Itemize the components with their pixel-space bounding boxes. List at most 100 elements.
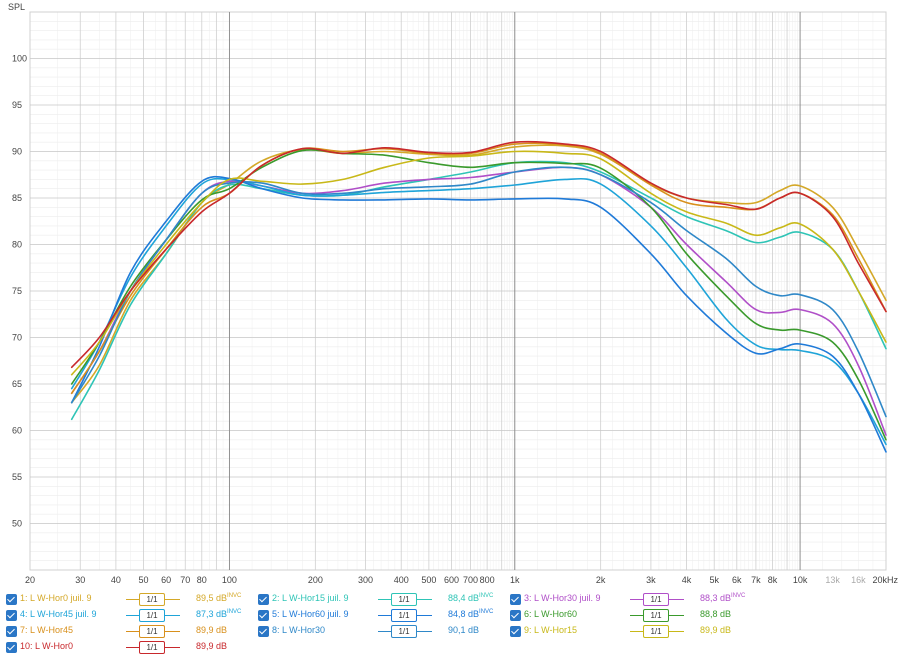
x-tick-label: 80 — [197, 575, 207, 585]
y-axis-label: SPL — [8, 2, 25, 12]
legend-smoothing-label[interactable]: 1/1 — [139, 593, 165, 606]
legend-entry[interactable]: 7: L W-Hor45 1/1 89,9 dB — [6, 624, 256, 640]
series-line-5[interactable] — [70, 175, 887, 453]
legend-entry[interactable]: 10: L W-Hor0 1/1 89,9 dB — [6, 640, 256, 656]
legend-entry[interactable]: 9: L W-Hor15 1/1 89,9 dB — [510, 624, 760, 640]
legend-smoothing-label[interactable]: 1/1 — [643, 625, 669, 638]
legend: 1: L W-Hor0 juil. 9 1/1 89,5 dBINVC 2: L W-… — [0, 590, 900, 654]
legend-smoothing-label[interactable]: 1/1 — [391, 609, 417, 622]
legend-smoothing-label[interactable]: 1/1 — [643, 609, 669, 622]
legend-smoothing-label[interactable]: 1/1 — [139, 625, 165, 638]
legend-level: 88,3 dBINVC — [700, 593, 746, 603]
x-tick-label: 16k — [851, 575, 866, 585]
legend-checkbox[interactable] — [258, 594, 269, 605]
legend-checkbox[interactable] — [258, 626, 269, 637]
series-line-8[interactable] — [70, 166, 887, 418]
legend-smoothing-control[interactable]: 1/1 — [126, 624, 180, 638]
legend-flag: INVC — [731, 593, 746, 599]
x-tick-label: 13k — [825, 575, 840, 585]
legend-level: 89,9 dB — [196, 641, 228, 651]
legend-level: 89,5 dBINVC — [196, 593, 242, 603]
legend-name[interactable]: 7: L W-Hor45 — [20, 625, 74, 635]
x-tick-label: 100 — [222, 575, 237, 585]
legend-smoothing-control[interactable]: 1/1 — [630, 592, 684, 606]
x-tick-label: 10k — [793, 575, 808, 585]
series-line-9[interactable] — [70, 150, 887, 376]
frequency-response-chart[interactable]: 50 55 60 65 70 75 80 85 90 95 100 20 30 40 50 60 70 80 10… — [0, 0, 900, 590]
legend-checkbox[interactable] — [510, 626, 521, 637]
legend-checkbox[interactable] — [510, 610, 521, 621]
legend-name[interactable]: 3: L W-Hor30 juil. 9 — [524, 593, 601, 603]
legend-smoothing-label[interactable]: 1/1 — [139, 641, 165, 654]
y-tick-label: 65 — [12, 379, 22, 389]
legend-entry[interactable]: 8: L W-Hor30 1/1 90,1 dB — [258, 624, 508, 640]
x-tick-label: 70 — [180, 575, 190, 585]
legend-name[interactable]: 10: L W-Hor0 — [20, 641, 74, 651]
y-tick-label: 80 — [12, 240, 22, 250]
legend-entry[interactable]: 6: L W-Hor60 1/1 88,8 dB — [510, 608, 760, 624]
legend-smoothing-control[interactable]: 1/1 — [378, 608, 432, 622]
legend-name[interactable]: 4: L W-Hor45 juil. 9 — [20, 609, 97, 619]
legend-entry[interactable]: 5: L W-Hor60 juil. 9 1/1 84,8 dBINVC — [258, 608, 508, 624]
series-line-10[interactable] — [70, 140, 887, 369]
legend-level: 88,8 dB — [700, 609, 732, 619]
x-tick-label: 2k — [596, 575, 606, 585]
x-tick-label: 700 — [463, 575, 478, 585]
x-tick-label: 8k — [768, 575, 778, 585]
x-tick-label: 60 — [161, 575, 171, 585]
chart-svg[interactable]: 50 55 60 65 70 75 80 85 90 95 100 20 30 40 50 60 70 80 10… — [0, 0, 900, 590]
legend-smoothing-label[interactable]: 1/1 — [643, 593, 669, 606]
legend-name[interactable]: 1: L W-Hor0 juil. 9 — [20, 593, 92, 603]
x-tick-label: 200 — [308, 575, 323, 585]
y-tick-label: 60 — [12, 426, 22, 436]
x-tick-label: 6k — [732, 575, 742, 585]
legend-smoothing-control[interactable]: 1/1 — [126, 608, 180, 622]
legend-entry[interactable]: 1: L W-Hor0 juil. 9 1/1 89,5 dBINVC — [6, 592, 256, 608]
y-tick-label: 75 — [12, 286, 22, 296]
x-tick-label: 7k — [751, 575, 761, 585]
y-tick-label: 55 — [12, 472, 22, 482]
legend-checkbox[interactable] — [6, 610, 17, 621]
series-line-4[interactable] — [70, 177, 887, 446]
x-tick-label: 500 — [421, 575, 436, 585]
legend-entry[interactable]: 3: L W-Hor30 juil. 9 1/1 88,3 dBINVC — [510, 592, 760, 608]
legend-smoothing-control[interactable]: 1/1 — [630, 624, 684, 638]
legend-checkbox[interactable] — [6, 594, 17, 605]
legend-smoothing-control[interactable]: 1/1 — [630, 608, 684, 622]
legend-smoothing-control[interactable]: 1/1 — [126, 640, 180, 654]
legend-flag: INVC — [479, 609, 494, 615]
x-tick-label: 1k — [510, 575, 520, 585]
legend-entry[interactable]: 4: L W-Hor45 juil. 9 1/1 87,3 dBINVC — [6, 608, 256, 624]
x-tick-label: 20 — [25, 575, 35, 585]
legend-flag: INVC — [227, 609, 242, 615]
legend-smoothing-label[interactable]: 1/1 — [391, 593, 417, 606]
legend-smoothing-control[interactable]: 1/1 — [378, 624, 432, 638]
legend-checkbox[interactable] — [510, 594, 521, 605]
legend-flag: INVC — [479, 593, 494, 599]
x-tick-label: 600 — [444, 575, 459, 585]
series-line-6[interactable] — [70, 149, 887, 441]
legend-checkbox[interactable] — [6, 626, 17, 637]
legend-smoothing-label[interactable]: 1/1 — [139, 609, 165, 622]
x-tick-label: 400 — [394, 575, 409, 585]
x-tick-label: 4k — [682, 575, 692, 585]
legend-smoothing-control[interactable]: 1/1 — [378, 592, 432, 606]
legend-name[interactable]: 5: L W-Hor60 juil. 9 — [272, 609, 349, 619]
x-tick-label: 50 — [139, 575, 149, 585]
x-tick-label: 30 — [75, 575, 85, 585]
legend-entry[interactable]: 2: L W-Hor15 juil. 9 1/1 88,4 dBINVC — [258, 592, 508, 608]
x-tick-label: 5k — [709, 575, 719, 585]
legend-name[interactable]: 9: L W-Hor15 — [524, 625, 578, 635]
y-tick-label: 50 — [12, 519, 22, 529]
legend-level: 89,9 dB — [700, 625, 732, 635]
legend-checkbox[interactable] — [258, 610, 269, 621]
legend-level: 89,9 dB — [196, 625, 228, 635]
legend-name[interactable]: 6: L W-Hor60 — [524, 609, 578, 619]
legend-name[interactable]: 2: L W-Hor15 juil. 9 — [272, 593, 349, 603]
legend-smoothing-control[interactable]: 1/1 — [126, 592, 180, 606]
legend-smoothing-label[interactable]: 1/1 — [391, 625, 417, 638]
legend-level: 90,1 dB — [448, 625, 480, 635]
legend-checkbox[interactable] — [6, 642, 17, 653]
y-tick-label: 95 — [12, 100, 22, 110]
legend-name[interactable]: 8: L W-Hor30 — [272, 625, 326, 635]
